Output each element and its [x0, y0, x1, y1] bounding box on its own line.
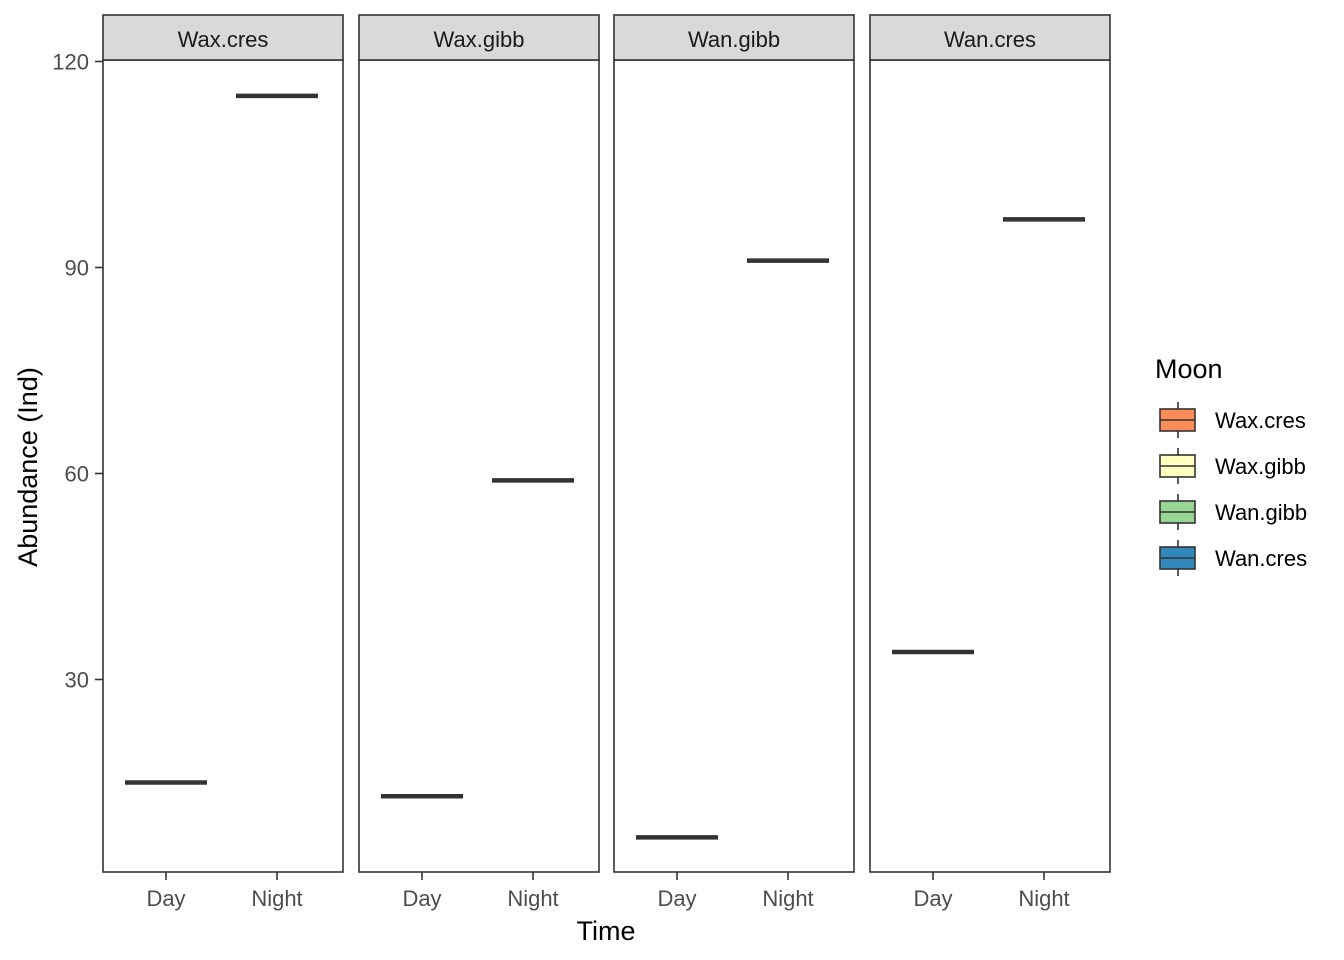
panel-area — [613, 59, 855, 873]
legend-label: Wax.cres — [1215, 408, 1306, 433]
y-tick-label: 60 — [65, 461, 89, 486]
x-tick-label: Day — [657, 886, 696, 911]
x-axis-title: Time — [577, 916, 636, 946]
strip-label: Wan.cres — [944, 27, 1036, 52]
strip — [613, 14, 855, 61]
strip — [102, 14, 344, 61]
legend-label: Wax.gibb — [1215, 454, 1306, 479]
legend-item-Wax.cres: Wax.cres — [1159, 402, 1306, 438]
strip — [869, 14, 1111, 61]
y-axis-title: Abundance (Ind) — [13, 367, 43, 567]
y-tick-label: 90 — [65, 255, 89, 280]
legend-item-Wan.gibb: Wan.gibb — [1159, 494, 1307, 530]
panel-area — [358, 59, 600, 873]
x-tick-label: Night — [1018, 886, 1069, 911]
panel-Wan.cres: Wan.cres Day Night — [869, 14, 1111, 911]
legend-title: Moon — [1155, 354, 1223, 384]
strip — [358, 14, 600, 61]
legend-label: Wan.gibb — [1215, 500, 1307, 525]
strip-label: Wax.gibb — [434, 27, 525, 52]
legend: Moon Wax.cres Wax.gibb Wan.gibb Wan.cres — [1155, 354, 1307, 576]
panel-Wax.gibb: Wax.gibb Day Night — [358, 14, 600, 911]
legend-item-Wan.cres: Wan.cres — [1159, 540, 1307, 576]
panel-area — [869, 59, 1111, 873]
x-tick-label: Night — [251, 886, 302, 911]
x-tick-label: Day — [146, 886, 185, 911]
strip-label: Wan.gibb — [688, 27, 780, 52]
y-tick-label: 120 — [52, 49, 89, 74]
legend-item-Wax.gibb: Wax.gibb — [1159, 448, 1306, 484]
legend-label: Wan.cres — [1215, 546, 1307, 571]
x-tick-label: Day — [402, 886, 441, 911]
panel-Wan.gibb: Wan.gibb Day Night — [613, 14, 855, 911]
panel-Wax.cres: Wax.cres Day Night — [102, 14, 344, 911]
x-tick-label: Day — [913, 886, 952, 911]
y-axis: 30 60 90 120 — [52, 49, 103, 692]
y-tick-label: 30 — [65, 667, 89, 692]
x-tick-label: Night — [762, 886, 813, 911]
strip-label: Wax.cres — [178, 27, 269, 52]
x-tick-label: Night — [507, 886, 558, 911]
panel-area — [102, 59, 344, 873]
